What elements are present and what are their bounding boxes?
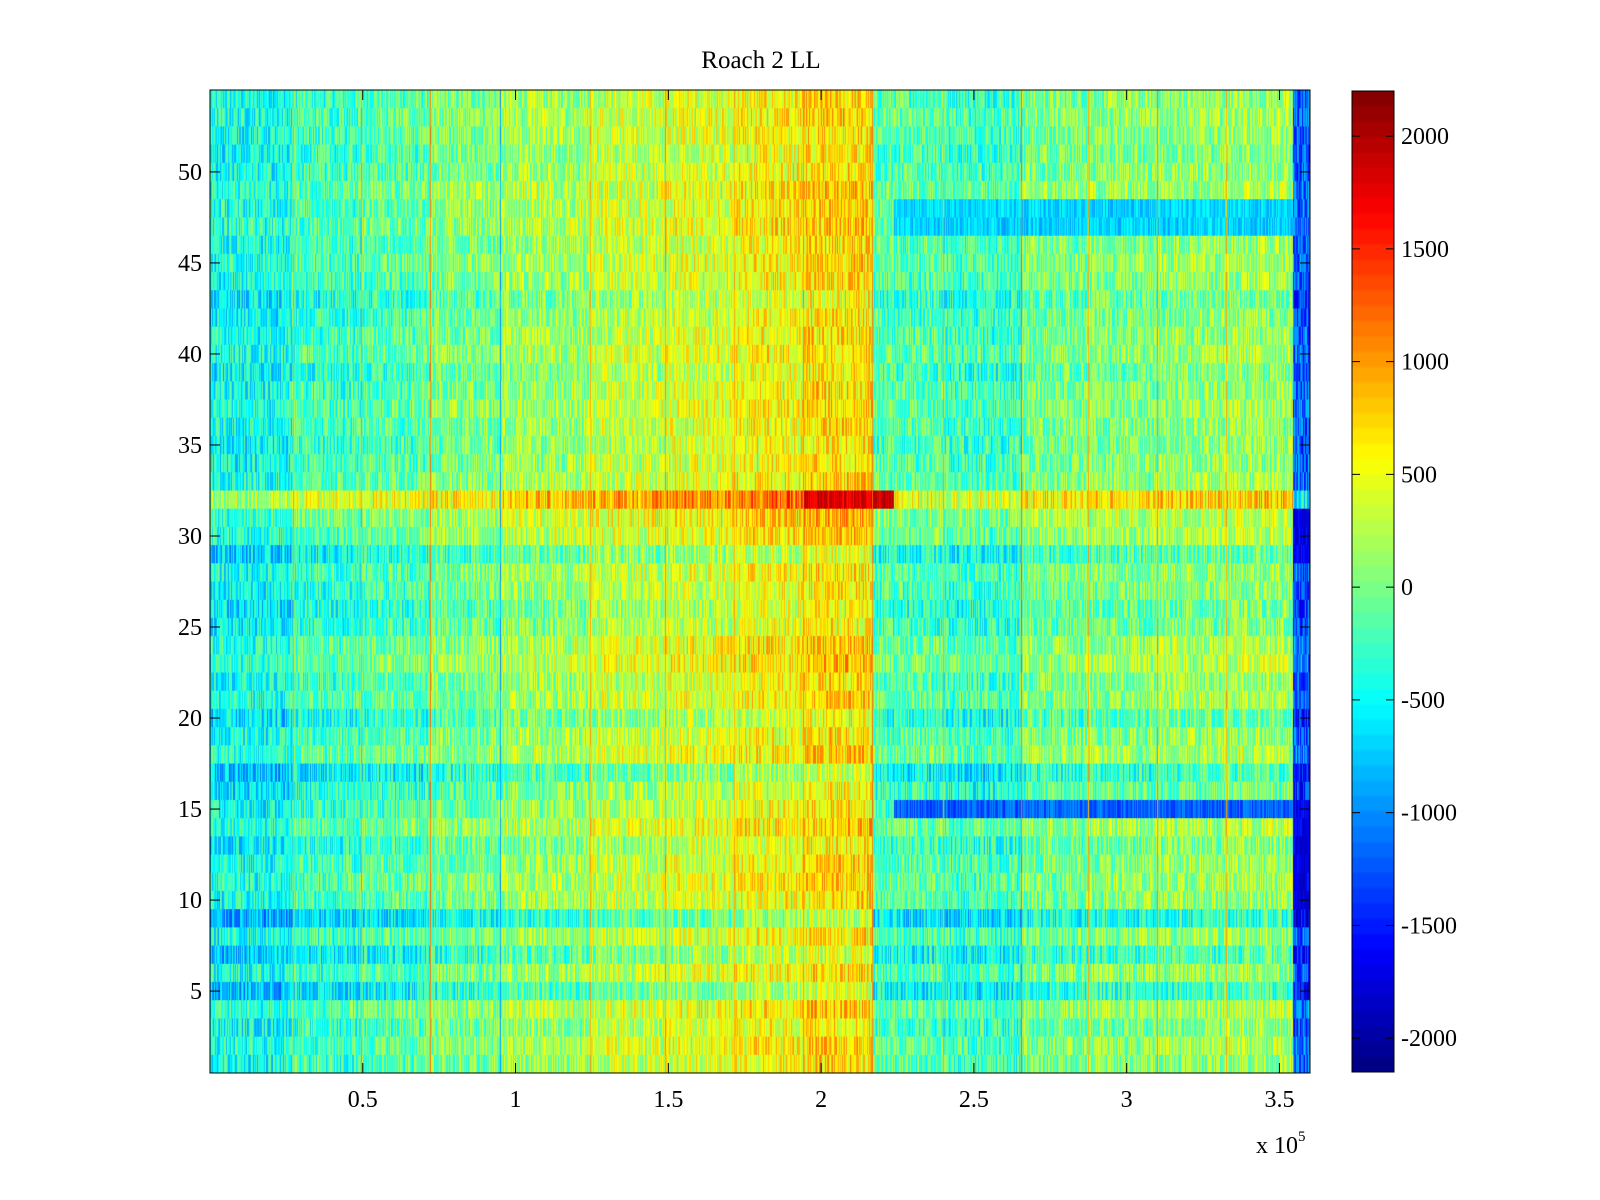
chart-title: Roach 2 LL — [701, 47, 820, 74]
colorbar-tick-label: -1000 — [1401, 801, 1457, 827]
colorbar-tick-label: 1500 — [1401, 237, 1449, 263]
x-axis: 0.5 1 1.5 2 2.5 3 3.5 — [348, 90, 1294, 1113]
colorbar-tick-label: -1500 — [1401, 913, 1457, 939]
colorbar-tick-label: 0 — [1401, 575, 1413, 601]
plot-area: 0.5 1 1.5 2 2.5 3 3.5 5 10 15 20 25 30 35 40 45 50 x 10… — [178, 89, 1311, 1159]
x-tick-label: 2.5 — [959, 1087, 989, 1113]
y-axis: 5 10 15 20 25 30 35 40 45 50 — [178, 160, 1310, 1005]
heatmap-cells — [210, 90, 1310, 1073]
y-tick-label: 15 — [178, 797, 202, 823]
colorbar-frame — [1351, 90, 1395, 1073]
x-tick-label: 1 — [510, 1087, 522, 1113]
colorbar-tick-label: -500 — [1401, 688, 1445, 714]
y-tick-label: 45 — [178, 251, 202, 277]
y-tick-label: 20 — [178, 706, 202, 732]
y-tick-label: 5 — [190, 979, 202, 1005]
x-exponent-base: x 10 — [1256, 1133, 1298, 1159]
x-tick-label: 2 — [815, 1087, 827, 1113]
y-tick-label: 30 — [178, 524, 202, 550]
colorbar-tick-label: 500 — [1401, 462, 1437, 488]
x-tick-label: 3.5 — [1264, 1087, 1294, 1113]
x-tick-label: 0.5 — [348, 1087, 378, 1113]
colorbar: -2000 -1500 -1000 -500 0 500 1000 1500 2000 — [1351, 90, 1457, 1073]
x-exponent-power: 5 — [1298, 1129, 1306, 1145]
y-tick-label: 10 — [178, 888, 202, 914]
x-tick-label: 3 — [1121, 1087, 1133, 1113]
colorbar-tick-label: 2000 — [1401, 124, 1449, 150]
y-tick-label: 25 — [178, 615, 202, 641]
colorbar-gradient — [1352, 91, 1394, 1072]
y-tick-label: 50 — [178, 160, 202, 186]
colorbar-axis: -2000 -1500 -1000 -500 0 500 1000 1500 2000 — [1352, 124, 1457, 1052]
x-tick-label: 1.5 — [653, 1087, 683, 1113]
x-axis-exponent-label: x 105 — [1256, 1129, 1306, 1159]
colorbar-tick-label: 1000 — [1401, 350, 1449, 376]
plot-frame — [209, 89, 1311, 1074]
colorbar-tick-label: -2000 — [1401, 1026, 1457, 1052]
y-tick-label: 35 — [178, 433, 202, 459]
y-tick-label: 40 — [178, 342, 202, 368]
